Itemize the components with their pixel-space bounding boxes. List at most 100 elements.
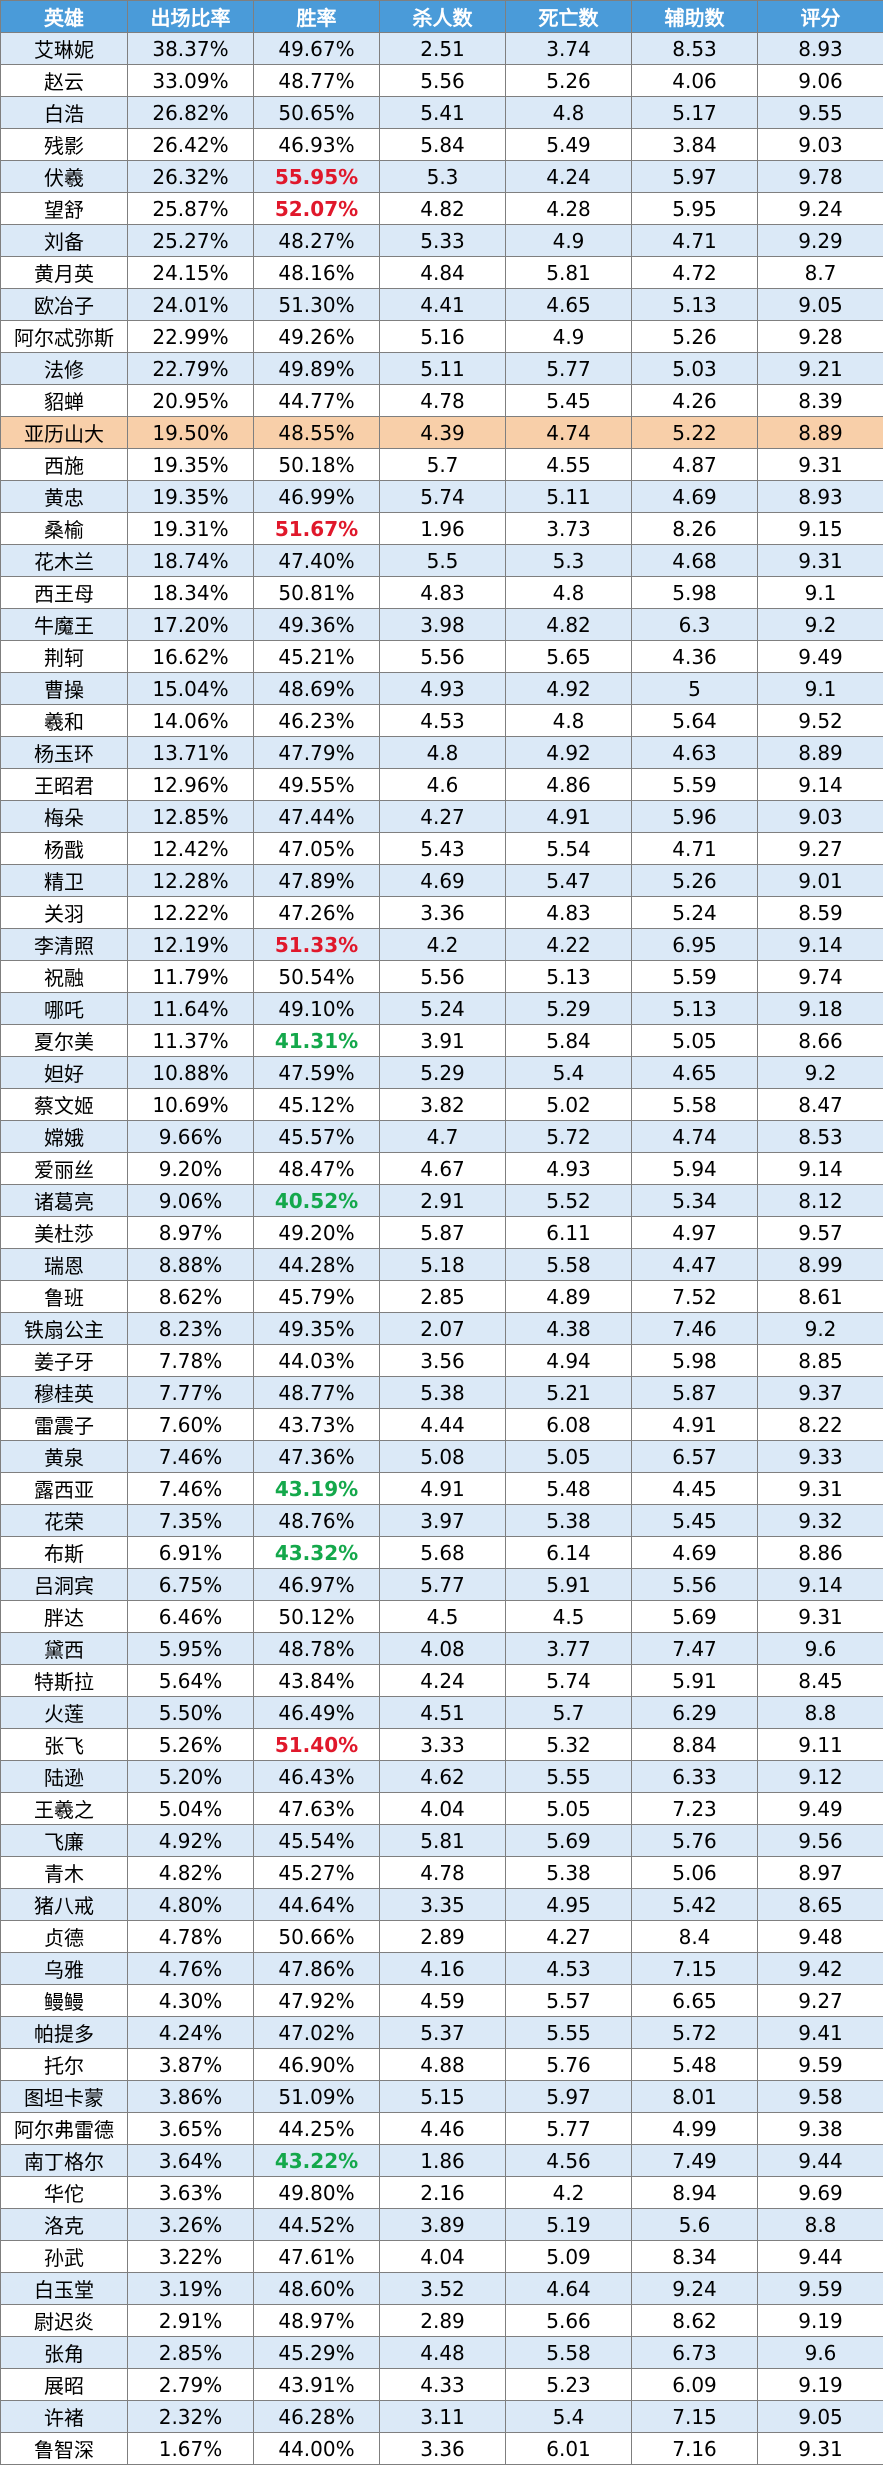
rating-cell: 8.85: [757, 1344, 883, 1377]
pick-rate-cell: 10.69%: [127, 1088, 254, 1121]
deaths-cell: 4.8: [505, 96, 632, 129]
hero-name-cell: 图坦卡蒙: [0, 2080, 128, 2113]
assists-cell: 5.76: [631, 1824, 758, 1857]
assists-cell: 8.84: [631, 1728, 758, 1761]
rating-cell: 9.33: [757, 1440, 883, 1473]
table-row: 阿尔忒弥斯 22.99% 49.26% 5.16 4.9 5.26 9.28: [0, 320, 883, 353]
hero-name-cell: 美杜莎: [0, 1216, 128, 1249]
rating-cell: 9.52: [757, 704, 883, 737]
deaths-cell: 5.4: [505, 1056, 632, 1089]
assists-cell: 8.62: [631, 2304, 758, 2337]
hero-name-cell: 蔡文姬: [0, 1088, 128, 1121]
assists-cell: 5.24: [631, 896, 758, 929]
pick-rate-cell: 25.27%: [127, 224, 254, 257]
deaths-cell: 6.08: [505, 1408, 632, 1441]
win-rate-cell: 51.33%: [253, 928, 380, 961]
rating-cell: 9.59: [757, 2048, 883, 2081]
pick-rate-cell: 6.46%: [127, 1600, 254, 1633]
table-row: 雷震子 7.60% 43.73% 4.44 6.08 4.91 8.22: [0, 1408, 883, 1441]
pick-rate-cell: 7.77%: [127, 1376, 254, 1409]
assists-cell: 5.56: [631, 1568, 758, 1601]
hero-name-cell: 展昭: [0, 2368, 128, 2401]
rating-cell: 9.06: [757, 64, 883, 97]
deaths-cell: 6.11: [505, 1216, 632, 1249]
win-rate-cell: 45.12%: [253, 1088, 380, 1121]
rating-cell: 9.59: [757, 2272, 883, 2305]
deaths-cell: 4.5: [505, 1600, 632, 1633]
hero-name-cell: 残影: [0, 128, 128, 161]
win-rate-cell: 50.12%: [253, 1600, 380, 1633]
hero-name-cell: 夏尔美: [0, 1024, 128, 1057]
assists-cell: 5.06: [631, 1856, 758, 1889]
deaths-cell: 5.65: [505, 640, 632, 673]
deaths-cell: 5.76: [505, 2048, 632, 2081]
rating-cell: 9.03: [757, 128, 883, 161]
deaths-cell: 6.14: [505, 1536, 632, 1569]
hero-name-cell: 陆逊: [0, 1760, 128, 1793]
kills-cell: 4.8: [379, 736, 506, 769]
pick-rate-cell: 8.88%: [127, 1248, 254, 1281]
rating-cell: 9.1: [757, 672, 883, 705]
table-row: 陆逊 5.20% 46.43% 4.62 5.55 6.33 9.12: [0, 1760, 883, 1793]
rating-cell: 9.19: [757, 2368, 883, 2401]
rating-cell: 8.65: [757, 1888, 883, 1921]
hero-name-cell: 雷震子: [0, 1408, 128, 1441]
table-row: 梅朵 12.85% 47.44% 4.27 4.91 5.96 9.03: [0, 800, 883, 833]
pick-rate-cell: 12.96%: [127, 768, 254, 801]
kills-cell: 4.88: [379, 2048, 506, 2081]
win-rate-cell: 50.65%: [253, 96, 380, 129]
pick-rate-cell: 3.64%: [127, 2144, 254, 2177]
win-rate-cell: 44.52%: [253, 2208, 380, 2241]
hero-name-cell: 嫦娥: [0, 1120, 128, 1153]
assists-cell: 4.87: [631, 448, 758, 481]
kills-cell: 4.93: [379, 672, 506, 705]
assists-cell: 6.3: [631, 608, 758, 641]
table-row: 华佗 3.63% 49.80% 2.16 4.2 8.94 9.69: [0, 2176, 883, 2209]
table-row: 洛克 3.26% 44.52% 3.89 5.19 5.6 8.8: [0, 2208, 883, 2241]
assists-cell: 8.94: [631, 2176, 758, 2209]
rating-cell: 9.6: [757, 1632, 883, 1665]
deaths-cell: 5.55: [505, 1760, 632, 1793]
rating-cell: 9.28: [757, 320, 883, 353]
assists-cell: 7.49: [631, 2144, 758, 2177]
win-rate-cell: 48.97%: [253, 2304, 380, 2337]
table-row: 美杜莎 8.97% 49.20% 5.87 6.11 4.97 9.57: [0, 1216, 883, 1249]
hero-name-cell: 爱丽丝: [0, 1152, 128, 1185]
column-header-hero: 英雄: [0, 0, 128, 33]
pick-rate-cell: 5.64%: [127, 1664, 254, 1697]
win-rate-cell: 47.02%: [253, 2016, 380, 2049]
deaths-cell: 5.77: [505, 2112, 632, 2145]
win-rate-cell: 47.89%: [253, 864, 380, 897]
assists-cell: 5.34: [631, 1184, 758, 1217]
kills-cell: 4.5: [379, 1600, 506, 1633]
hero-name-cell: 欧冶子: [0, 288, 128, 321]
win-rate-cell: 43.19%: [253, 1472, 380, 1505]
table-row: 特斯拉 5.64% 43.84% 4.24 5.74 5.91 8.45: [0, 1664, 883, 1697]
hero-name-cell: 鲁班: [0, 1280, 128, 1313]
deaths-cell: 5.72: [505, 1120, 632, 1153]
pick-rate-cell: 4.24%: [127, 2016, 254, 2049]
rating-cell: 8.12: [757, 1184, 883, 1217]
assists-cell: 4.72: [631, 256, 758, 289]
pick-rate-cell: 10.88%: [127, 1056, 254, 1089]
pick-rate-cell: 3.22%: [127, 2240, 254, 2273]
table-row: 嫦娥 9.66% 45.57% 4.7 5.72 4.74 8.53: [0, 1120, 883, 1153]
win-rate-cell: 48.69%: [253, 672, 380, 705]
win-rate-cell: 47.36%: [253, 1440, 380, 1473]
kills-cell: 5.84: [379, 128, 506, 161]
deaths-cell: 5.02: [505, 1088, 632, 1121]
table-row: 赵云 33.09% 48.77% 5.56 5.26 4.06 9.06: [0, 64, 883, 97]
rating-cell: 8.59: [757, 896, 883, 929]
assists-cell: 6.65: [631, 1984, 758, 2017]
win-rate-cell: 41.31%: [253, 1024, 380, 1057]
table-row: 胖达 6.46% 50.12% 4.5 4.5 5.69 9.31: [0, 1600, 883, 1633]
assists-cell: 4.69: [631, 480, 758, 513]
assists-cell: 7.15: [631, 1952, 758, 1985]
hero-name-cell: 南丁格尔: [0, 2144, 128, 2177]
assists-cell: 5.94: [631, 1152, 758, 1185]
column-header-kills: 杀人数: [379, 0, 506, 33]
deaths-cell: 4.83: [505, 896, 632, 929]
pick-rate-cell: 13.71%: [127, 736, 254, 769]
hero-name-cell: 望舒: [0, 192, 128, 225]
win-rate-cell: 46.28%: [253, 2400, 380, 2433]
